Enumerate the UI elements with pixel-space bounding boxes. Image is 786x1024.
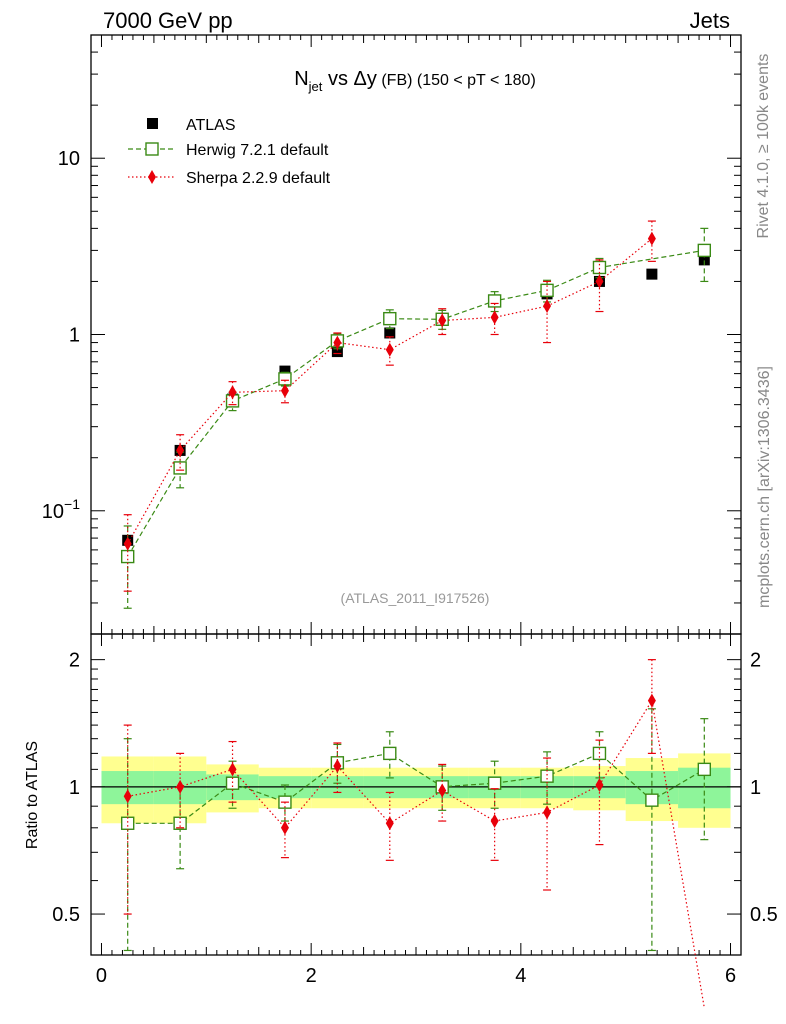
y-tick-label: 10 xyxy=(58,148,80,170)
sherpa-point xyxy=(595,274,604,289)
sherpa-ratio-point xyxy=(543,805,552,820)
sherpa-line xyxy=(127,238,653,545)
sherpa-point xyxy=(385,342,394,357)
y-tick-label: 1 xyxy=(69,325,80,347)
sherpa-ratio-point xyxy=(123,789,132,804)
sherpa-point xyxy=(333,335,342,350)
axis-labels: 0 2 4 6 10 1 10−1 2 2 1 1 0.5 0.5 xyxy=(42,148,778,987)
herwig-point xyxy=(278,372,292,386)
ratio-tick-label-right: 0.5 xyxy=(750,904,778,926)
atlas-point xyxy=(279,365,291,377)
ratio-tick-label-right: 2 xyxy=(750,650,761,672)
x-tick-label: 4 xyxy=(515,965,526,987)
sherpa-point xyxy=(647,231,656,246)
legend-label-sherpa: Sherpa 2.2.9 default xyxy=(186,170,331,187)
sherpa-ratio-point xyxy=(595,778,604,793)
herwig-point xyxy=(383,311,397,326)
sherpa-ratio-point xyxy=(490,814,499,829)
sherpa-ratio-point xyxy=(176,779,185,794)
x-tick-label: 6 xyxy=(725,965,736,987)
atlas-point xyxy=(384,327,396,339)
chart-title: Njet vs Δy (FB) (150 < pT < 180) xyxy=(294,68,536,94)
herwig-point xyxy=(697,243,712,258)
atlas-point xyxy=(331,346,343,358)
axis-ticks xyxy=(91,34,741,955)
sherpa-ratio-point xyxy=(280,820,289,835)
legend-marker-herwig xyxy=(145,142,159,156)
herwig-ratio-point xyxy=(645,793,659,807)
legend-label-herwig: Herwig 7.2.1 default xyxy=(186,142,329,159)
header-process: 7000 GeV pp xyxy=(103,8,233,33)
sherpa-point xyxy=(280,383,289,398)
ratio-tick-label-right: 1 xyxy=(750,777,761,799)
sherpa-point xyxy=(176,443,185,458)
ratio-bands xyxy=(91,753,741,828)
sherpa-point xyxy=(438,313,447,328)
header-category: Jets xyxy=(689,8,730,33)
sherpa-ratio-point xyxy=(438,783,447,798)
herwig-ratio-point xyxy=(120,816,135,830)
atlas-point xyxy=(646,268,658,280)
legend-label-atlas: ATLAS xyxy=(186,117,236,134)
sherpa-ratio-line xyxy=(127,698,705,1008)
ratio-axis-label: Ratio to ATLAS xyxy=(24,741,41,849)
herwig-ratio-point xyxy=(540,769,554,783)
herwig-line xyxy=(127,249,705,557)
herwig-point xyxy=(120,549,135,564)
x-tick-label: 2 xyxy=(306,965,317,987)
herwig-point xyxy=(487,294,502,308)
sherpa-ratio-point xyxy=(385,816,394,831)
x-tick-label: 0 xyxy=(96,965,107,987)
herwig-ratio-line xyxy=(127,752,705,824)
herwig-ratio-point xyxy=(383,746,397,761)
atlas-point xyxy=(698,254,710,266)
analysis-label: (ATLAS_2011_I917526) xyxy=(341,590,490,606)
sherpa-point xyxy=(123,536,132,551)
sherpa-point xyxy=(228,385,237,400)
ratio-tick-label-left: 2 xyxy=(69,650,80,672)
herwig-ratio-point xyxy=(487,776,502,790)
legend: ATLAS Herwig 7.2.1 default Sherpa 2.2.9 … xyxy=(128,117,331,187)
ratio-tick-label-left: 1 xyxy=(69,777,80,799)
herwig-point xyxy=(592,260,607,275)
ratio-tick-label-left: 0.5 xyxy=(52,904,80,926)
sherpa-ratio-point xyxy=(228,762,237,777)
herwig-ratio-point xyxy=(225,776,240,790)
sherpa-point xyxy=(543,299,552,314)
sherpa-ratio-point xyxy=(647,693,656,708)
data-marks xyxy=(120,220,712,1008)
legend-marker-sherpa xyxy=(148,170,156,184)
legend-marker-atlas xyxy=(147,118,158,129)
sherpa-point xyxy=(490,310,499,325)
herwig-ratio-point xyxy=(173,816,187,830)
herwig-ratio-point xyxy=(697,762,712,777)
sherpa-ratio-point xyxy=(333,759,342,774)
y-tick-label: 10−1 xyxy=(42,496,80,523)
